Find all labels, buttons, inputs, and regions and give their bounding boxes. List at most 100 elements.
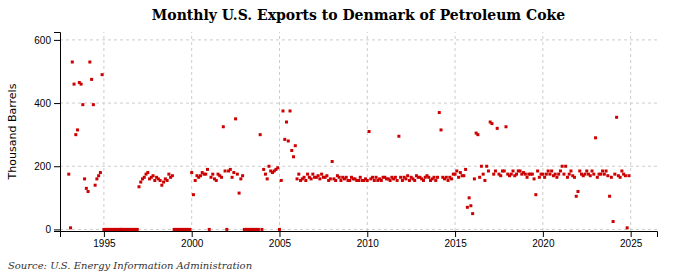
point [143,176,146,179]
point [81,103,84,106]
point [171,174,174,177]
point [548,173,551,176]
point [608,195,611,198]
point [482,173,485,176]
point [88,61,91,64]
point [199,174,202,177]
point [487,169,490,172]
point [450,177,453,180]
point [512,169,515,172]
point [413,179,416,182]
grid-line [60,166,657,167]
point [276,166,279,169]
point [408,179,411,182]
point [99,171,102,174]
point [303,176,306,179]
y-tick: 600 [34,35,60,46]
point [87,190,90,193]
point [357,179,360,182]
point [231,176,234,179]
point [317,174,320,177]
point [266,177,269,180]
point [445,176,448,179]
point [573,176,576,179]
point [399,176,402,179]
tick-mark [104,231,105,237]
tick-mark [279,231,280,237]
point [80,83,83,86]
point [404,177,407,180]
point [603,173,606,176]
chart: 19952000200520102015202020250200400600Mo… [0,0,675,275]
point [562,173,565,176]
point [564,165,567,168]
point [554,173,557,176]
point [211,173,214,176]
point [510,173,513,176]
point [494,169,497,172]
point [188,228,191,231]
point [285,121,288,124]
point [447,179,450,182]
tick-label: 2005 [269,238,292,249]
point [136,228,139,231]
point [232,171,235,174]
point [462,174,465,177]
point [620,169,623,172]
point [287,139,290,142]
point [466,206,469,209]
point [320,173,323,176]
x-tick: 2020 [532,231,555,249]
point [297,173,300,176]
x-tick: 2025 [620,231,643,249]
point [473,177,476,180]
point [69,226,72,229]
point [615,116,618,119]
point [619,176,622,179]
tick-mark [543,231,544,237]
point [74,133,77,136]
x-tick: 2010 [357,231,380,249]
point [138,185,141,188]
point [159,179,162,182]
tick-mark [54,166,60,167]
point [329,177,332,180]
point [225,228,228,231]
point [290,149,293,152]
tick-label: 2020 [532,238,555,249]
point [373,179,376,182]
point [292,155,295,158]
point [612,220,615,223]
point [471,212,474,215]
point [569,169,572,172]
point [152,174,155,177]
tick-mark [54,103,60,104]
point [457,176,460,179]
point [366,179,369,182]
tick-mark [54,229,60,230]
point [167,173,170,176]
point [503,169,506,172]
point [606,174,609,177]
point [599,173,602,176]
point [311,173,314,176]
point [289,109,292,112]
point [204,173,207,176]
point [190,171,193,174]
point [380,179,383,182]
point [594,136,597,139]
point [397,135,400,138]
point [236,173,239,176]
point [476,133,479,136]
point [375,176,378,179]
point [568,173,571,176]
point [555,176,558,179]
point [310,177,313,180]
tick-mark [455,231,456,237]
point [76,128,79,131]
point [119,228,122,231]
point [101,73,104,76]
point [220,176,223,179]
point [222,125,225,128]
point [192,193,195,196]
